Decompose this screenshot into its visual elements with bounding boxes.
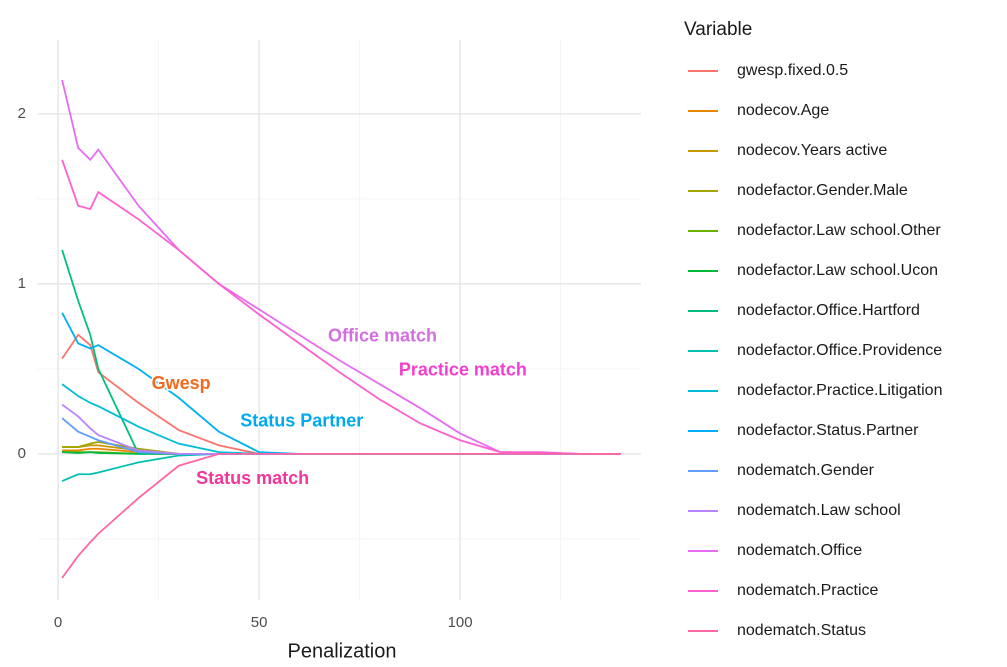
y-tick-label: 2 <box>18 105 26 122</box>
annotation: Practice match <box>399 359 527 379</box>
x-tick-label: 0 <box>54 614 62 631</box>
series-line <box>61 452 621 482</box>
annotation: Status Partner <box>240 410 363 430</box>
y-tick-label: 0 <box>18 445 26 462</box>
legend-label: nodematch.Gender <box>737 462 875 479</box>
series-line <box>61 79 621 455</box>
annotation: Status match <box>196 468 309 488</box>
x-tick-label: 100 <box>448 614 473 631</box>
series-line <box>61 159 621 455</box>
legend-label: nodematch.Status <box>737 622 866 639</box>
legend-label: nodefactor.Office.Providence <box>737 342 942 359</box>
legend-label: nodefactor.Gender.Male <box>737 182 908 199</box>
legend-label: nodematch.Practice <box>737 582 879 599</box>
legend-label: nodefactor.Office.Hartford <box>737 302 920 319</box>
legend-label: nodematch.Law school <box>737 502 901 519</box>
annotation: Gwesp <box>152 373 211 393</box>
legend-title: Variable <box>684 19 752 40</box>
x-axis-title: Penalization <box>288 640 397 662</box>
legend-label: nodefactor.Law school.Other <box>737 222 941 239</box>
legend-label: nodefactor.Practice.Litigation <box>737 382 942 399</box>
legend-label: nodecov.Age <box>737 102 829 119</box>
y-tick-label: 1 <box>18 275 26 292</box>
legend-label: nodematch.Office <box>737 542 862 559</box>
series-line <box>61 452 621 579</box>
legend-label: gwesp.fixed.0.5 <box>737 62 848 79</box>
x-tick-label: 50 <box>251 614 268 631</box>
legend-label: nodefactor.Status.Partner <box>737 422 919 439</box>
legend-label: nodecov.Years active <box>737 142 887 159</box>
legend-label: nodefactor.Law school.Ucon <box>737 262 938 279</box>
series-line <box>61 333 621 455</box>
annotation: Office match <box>328 325 437 345</box>
